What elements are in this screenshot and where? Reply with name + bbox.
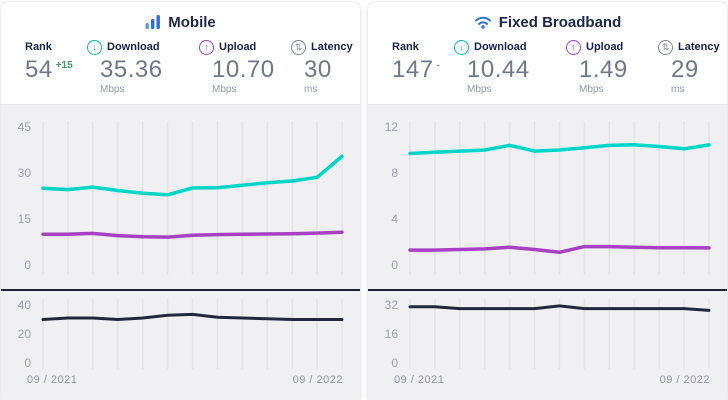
fixed-panel-header: Fixed Broadband Rank 147- ↓ Download 10.…: [368, 2, 727, 106]
fixed-download-stat: ↓ Download 10.44 Mbps: [454, 39, 566, 95]
chart-svg: 12 8 4 0: [385, 120, 711, 276]
mobile-x-axis-labels: 09 / 2021 09 / 2022: [1, 373, 360, 386]
series-line: [408, 143, 711, 156]
fixed-panel-title: Fixed Broadband: [368, 12, 727, 32]
mobile-rank-stat: Rank 54 +15: [25, 39, 87, 95]
latency-unit: ms: [671, 84, 685, 96]
y-tick-label: 8: [391, 166, 398, 180]
mobile-panel-header: Mobile Rank 54 +15 ↓ Download 35.36 Mbps: [1, 2, 360, 106]
x-axis-end-label: 09 / 2022: [292, 374, 343, 387]
rank-change-badge: +15: [55, 60, 73, 71]
mobile-panel: Mobile Rank 54 +15 ↓ Download 35.36 Mbps: [1, 2, 360, 400]
mobile-upload-stat: ↑ Upload 10.70 Mbps: [199, 39, 291, 95]
panel-title-text: Fixed Broadband: [498, 13, 622, 31]
download-value: 35.36: [100, 56, 163, 83]
upload-arrow-circle-icon: ↑: [566, 39, 581, 55]
latency-value: 29: [671, 56, 699, 83]
fixed-rank-stat: Rank 147-: [392, 39, 454, 95]
mobile-charts: 45 30 15 0 40 20 0 09 / 2021 09 / 2022: [1, 105, 360, 400]
fixed-x-axis-labels: 09 / 2021 09 / 2022: [368, 373, 727, 386]
wifi-icon: [474, 16, 491, 29]
download-label: Download: [474, 41, 527, 53]
upload-unit: Mbps: [212, 84, 237, 96]
upload-unit: Mbps: [579, 84, 604, 96]
download-unit: Mbps: [467, 84, 492, 96]
rank-label: Rank: [25, 41, 52, 53]
y-tick-label: 12: [385, 120, 399, 134]
upload-label: Upload: [219, 41, 257, 53]
chart-section-divider: [1, 289, 360, 292]
mobile-signal-bars-icon: [145, 15, 161, 29]
fixed-latency-chart[interactable]: 32 16 0: [368, 291, 727, 373]
chart-svg: 40 20 0: [18, 298, 344, 370]
rank-value: 54 +15: [25, 56, 73, 83]
latency-arrows-circle-icon: ⇅: [658, 39, 673, 55]
chart-svg: 32 16 0: [385, 298, 711, 370]
panel-title-text: Mobile: [168, 13, 216, 31]
series-line: [408, 245, 711, 255]
mobile-latency-stat: ⇅ Latency 30 ms: [291, 39, 353, 95]
y-tick-label: 20: [18, 327, 32, 341]
download-arrow-circle-icon: ↓: [87, 39, 102, 55]
series-line: [41, 230, 344, 240]
download-label: Download: [107, 41, 160, 53]
mobile-latency-chart[interactable]: 40 20 0: [1, 291, 360, 373]
rank-value: 147-: [392, 56, 440, 83]
fixed-broadband-panel: Fixed Broadband Rank 147- ↓ Download 10.…: [368, 2, 727, 400]
y-tick-label: 0: [391, 356, 398, 370]
latency-unit: ms: [304, 84, 318, 96]
y-tick-label: 0: [24, 356, 31, 370]
upload-arrow-circle-icon: ↑: [199, 39, 214, 55]
mobile-speed-chart[interactable]: 45 30 15 0: [1, 105, 360, 289]
y-tick-label: 4: [391, 212, 398, 226]
latency-arrows-circle-icon: ⇅: [291, 39, 306, 55]
series-line: [41, 313, 344, 322]
y-tick-label: 15: [18, 212, 32, 226]
latency-value: 30: [304, 56, 332, 83]
fixed-charts: 12 8 4 0 32 16 0 09 / 2021 09 / 2022: [368, 105, 727, 400]
latency-label: Latency: [678, 41, 720, 53]
fixed-upload-stat: ↑ Upload 1.49 Mbps: [566, 39, 658, 95]
x-axis-end-label: 09 / 2022: [659, 374, 710, 387]
mobile-stats-row: Rank 54 +15 ↓ Download 35.36 Mbps ↑ Uploa…: [1, 32, 360, 95]
upload-value: 10.70: [212, 56, 275, 83]
y-tick-label: 32: [385, 298, 399, 312]
y-tick-label: 30: [18, 166, 32, 180]
fixed-speed-chart[interactable]: 12 8 4 0: [368, 105, 727, 289]
series-line: [41, 155, 344, 197]
mobile-download-stat: ↓ Download 35.36 Mbps: [87, 39, 199, 95]
mobile-panel-title: Mobile: [1, 12, 360, 32]
rank-change-badge: -: [436, 60, 440, 71]
chart-svg: 45 30 15 0: [18, 120, 344, 276]
fixed-stats-row: Rank 147- ↓ Download 10.44 Mbps ↑ Upload: [368, 32, 727, 95]
upload-label: Upload: [586, 41, 624, 53]
series-line: [408, 304, 711, 313]
download-arrow-circle-icon: ↓: [454, 39, 469, 55]
chart-section-divider: [368, 289, 727, 292]
rank-label: Rank: [392, 41, 419, 53]
y-tick-label: 16: [385, 327, 399, 341]
upload-value: 1.49: [579, 56, 628, 83]
fixed-latency-stat: ⇅ Latency 29 ms: [658, 39, 720, 95]
x-axis-start-label: 09 / 2021: [394, 374, 445, 387]
x-axis-start-label: 09 / 2021: [27, 374, 78, 387]
download-value: 10.44: [467, 56, 530, 83]
y-tick-label: 45: [18, 120, 32, 134]
y-tick-label: 0: [391, 258, 398, 272]
download-unit: Mbps: [100, 84, 125, 96]
y-tick-label: 0: [24, 258, 31, 272]
latency-label: Latency: [311, 41, 353, 53]
y-tick-label: 40: [18, 298, 32, 312]
